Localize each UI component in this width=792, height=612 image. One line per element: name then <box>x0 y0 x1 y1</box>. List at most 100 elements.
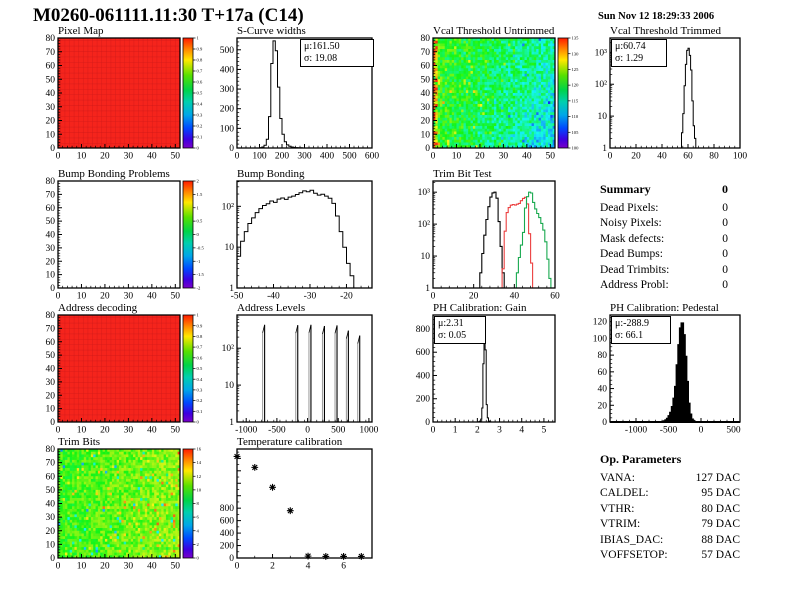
svg-text:60: 60 <box>683 152 693 162</box>
svg-text:-40: -40 <box>267 292 280 302</box>
svg-text:200: 200 <box>416 395 431 405</box>
svg-text:50: 50 <box>171 292 181 302</box>
row-value: 0 <box>722 263 728 276</box>
stats-mu: μ:-288.9 <box>615 318 649 329</box>
svg-text:0.2: 0.2 <box>197 398 203 403</box>
row-label: Noisy Pixels: <box>600 217 662 230</box>
svg-text:4: 4 <box>519 426 524 436</box>
svg-text:20: 20 <box>46 117 56 127</box>
row-value: 57 DAC <box>701 549 740 562</box>
stats-sigma: σ: 19.08 <box>304 53 338 64</box>
svg-text:30: 30 <box>124 292 134 302</box>
data-point-marker <box>286 507 294 515</box>
stats-mu: μ:60.74 <box>615 41 646 52</box>
svg-text:70: 70 <box>46 48 56 58</box>
chart-bump-bonding: -50 -40 -30 -20 1 10 10² <box>222 180 373 302</box>
svg-text:400: 400 <box>220 65 235 75</box>
svg-text:10: 10 <box>225 381 235 391</box>
svg-text:-500: -500 <box>268 426 286 436</box>
row-value: 0 <box>722 202 728 214</box>
op-parameters-title: Op. Parameters <box>600 452 682 466</box>
svg-text:20: 20 <box>46 257 56 267</box>
svg-text:30: 30 <box>46 378 56 388</box>
svg-text:40: 40 <box>46 231 56 241</box>
row-value: 95 DAC <box>701 487 740 500</box>
row-label: Dead Bumps: <box>600 248 663 261</box>
svg-text:0.1: 0.1 <box>197 135 203 140</box>
svg-text:40: 40 <box>522 152 532 162</box>
svg-text:70: 70 <box>46 324 56 334</box>
svg-text:30: 30 <box>499 152 509 162</box>
svg-text:0: 0 <box>602 418 607 428</box>
svg-text:0: 0 <box>431 426 436 436</box>
svg-text:-30: -30 <box>304 292 317 302</box>
svg-text:0.6: 0.6 <box>197 355 203 360</box>
svg-text:1000: 1000 <box>359 426 378 436</box>
svg-text:10²: 10² <box>595 80 608 90</box>
svg-text:0.7: 0.7 <box>197 345 203 350</box>
svg-text:0.4: 0.4 <box>197 377 203 382</box>
svg-text:0: 0 <box>197 232 200 237</box>
svg-text:0.6: 0.6 <box>197 80 203 85</box>
svg-text:-0.5: -0.5 <box>197 245 205 250</box>
svg-text:40: 40 <box>657 152 667 162</box>
chart-title-trim-bits: Trim Bits <box>58 436 101 448</box>
svg-text:500: 500 <box>726 426 741 436</box>
table-row: Dead Pixels: 0 <box>600 201 728 216</box>
svg-text:60: 60 <box>598 368 608 378</box>
svg-text:0.3: 0.3 <box>197 388 203 393</box>
chart-title-vcal-trimmed: Vcal Threshold Trimmed <box>610 25 722 37</box>
svg-text:10: 10 <box>421 130 431 140</box>
summary-header: Summary 0 <box>600 182 728 197</box>
chart-ph-pedestal: -1000 -500 0 500 0 20 40 60 80 100 120 <box>593 314 741 436</box>
chart-title-bump-bonding: Bump Bonding <box>237 168 305 180</box>
svg-text:0: 0 <box>305 426 310 436</box>
svg-text:3: 3 <box>497 426 502 436</box>
svg-text:10: 10 <box>77 426 87 436</box>
row-value: 88 DAC <box>701 533 740 546</box>
svg-text:50: 50 <box>46 75 56 85</box>
svg-text:0: 0 <box>431 152 436 162</box>
svg-text:50: 50 <box>46 351 56 361</box>
chart-title-ph-gain: PH Calibration: Gain <box>433 302 527 314</box>
series-trim-bits-1 <box>433 196 555 289</box>
svg-text:30: 30 <box>46 244 56 254</box>
row-label: VANA: <box>600 472 635 484</box>
svg-text:40: 40 <box>510 292 520 302</box>
svg-text:0: 0 <box>425 418 430 428</box>
chart-title-ph-pedestal: PH Calibration: Pedestal <box>610 302 719 314</box>
row-label: VTRIM: <box>600 518 641 531</box>
row-value: 127 DAC <box>695 472 740 484</box>
svg-text:1: 1 <box>425 284 430 294</box>
svg-text:50: 50 <box>171 426 181 436</box>
stats-box-scurve: μ:161.50 σ: 19.08 <box>300 39 374 67</box>
svg-text:0: 0 <box>699 426 704 436</box>
svg-text:20: 20 <box>100 292 110 302</box>
svg-text:110: 110 <box>572 114 579 119</box>
svg-text:0: 0 <box>608 152 613 162</box>
svg-text:10³: 10³ <box>595 48 608 58</box>
svg-text:40: 40 <box>147 426 157 436</box>
row-label: VOFFSETOP: <box>600 549 668 562</box>
op-parameters-rows: VANA: 127 DAC CALDEL: 95 DAC VTHR: 80 DAC VTRI… <box>600 471 740 563</box>
svg-text:30: 30 <box>124 426 134 436</box>
table-row: Noisy Pixels: 0 <box>600 216 728 231</box>
svg-text:0: 0 <box>431 292 436 302</box>
svg-text:10³: 10³ <box>418 188 431 198</box>
stats-mu: μ:161.50 <box>304 41 340 52</box>
stats-mu: μ:2.31 <box>438 318 464 329</box>
chart-title-scurve-widths: S-Curve widths <box>237 25 306 37</box>
svg-text:80: 80 <box>421 34 431 44</box>
svg-text:600: 600 <box>365 152 380 162</box>
summary-total: 0 <box>722 182 728 196</box>
svg-text:0.5: 0.5 <box>197 91 203 96</box>
svg-text:20: 20 <box>100 426 110 436</box>
svg-text:1: 1 <box>229 418 234 428</box>
row-value: 0 <box>722 232 728 245</box>
op-parameters-header: Op. Parameters <box>600 452 740 467</box>
svg-text:30: 30 <box>421 103 431 113</box>
svg-text:-1.5: -1.5 <box>197 272 205 277</box>
data-point-marker <box>269 483 276 491</box>
